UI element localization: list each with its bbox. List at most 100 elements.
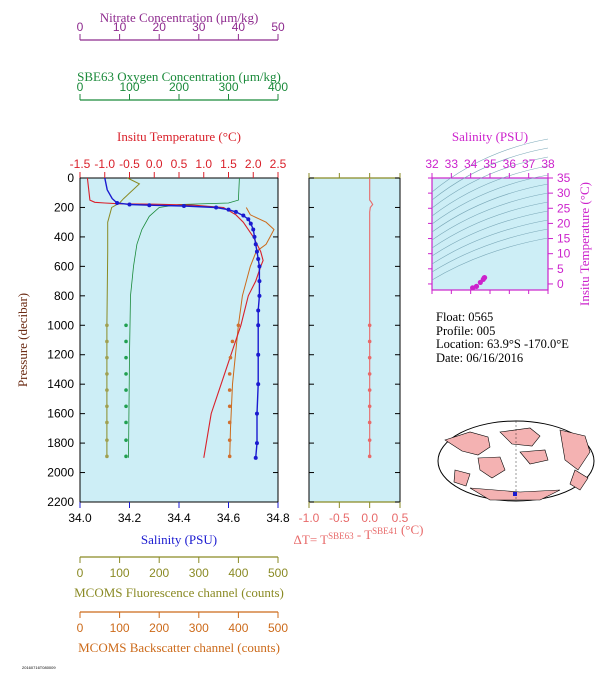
delta-t-point — [367, 355, 372, 360]
pressure-tick-label: 2000 — [47, 466, 74, 480]
float-location-marker — [513, 492, 517, 496]
ts-contour — [431, 156, 549, 209]
profile-number: Profile: 005 — [436, 323, 496, 338]
fluorescence-tick-label: 0 — [77, 566, 84, 580]
ts-x-tick-label: 37 — [522, 157, 536, 171]
ts-x-tick-label: 38 — [541, 157, 555, 171]
salinity-point — [252, 234, 257, 239]
map-landmass — [444, 431, 491, 456]
salinity-point — [256, 257, 261, 261]
delta-t-point — [367, 420, 372, 425]
salinity-point — [257, 279, 262, 284]
fluorescence-tick-label: 300 — [189, 566, 209, 580]
ts-x-tick-label: 34 — [464, 157, 478, 171]
salinity-point — [214, 205, 219, 210]
salinity-point — [226, 207, 231, 212]
fluorescence-line — [106, 177, 141, 458]
pressure-tick-label: 1400 — [47, 377, 74, 391]
oxygen-axis-title: SBE63 Oxygen Concentration (μm/kg) — [77, 69, 281, 84]
date: Date: 06/16/2016 — [436, 350, 524, 365]
delta-t-point — [367, 438, 372, 442]
salinity-point — [254, 249, 259, 254]
delta-t-axis-title: ΔT= TSBE63 - TSBE41 (°C) — [294, 522, 424, 547]
salinity-point — [115, 201, 120, 206]
delta-t-title-part: ΔT= T — [294, 532, 329, 547]
ts-y-tick-label: 0 — [557, 277, 564, 291]
backscatter-tick-label: 500 — [268, 621, 288, 635]
salinity-point — [254, 441, 259, 446]
oxygen-point — [124, 404, 128, 409]
backscatter-point — [227, 372, 232, 376]
temperature-tick-label: 2.5 — [270, 157, 287, 171]
nitrate-tick-label: 30 — [192, 20, 206, 34]
ts-point — [481, 274, 488, 281]
temperature-tick-label: -1.5 — [70, 157, 91, 171]
salinity-point — [256, 382, 261, 387]
salinity-point — [257, 293, 262, 298]
ts-contour — [431, 192, 549, 241]
delta-t-title-part: - T — [354, 527, 373, 542]
ts-contour — [431, 237, 549, 281]
backscatter-point — [227, 388, 232, 392]
fluorescence-point — [105, 323, 109, 328]
map-landmass — [453, 469, 471, 487]
salinity-tick-label: 34.8 — [266, 511, 290, 525]
location: Location: 63.9°S -170.0°E — [436, 337, 569, 351]
pressure-tick-label: 200 — [54, 200, 74, 214]
fluorescence-point — [105, 454, 109, 459]
fluorescence-point — [105, 404, 109, 409]
salinity-point — [256, 323, 261, 328]
ts-density-contours — [431, 138, 549, 281]
delta-t-tick-label: 0.0 — [361, 511, 378, 525]
salinity-point — [253, 242, 258, 247]
salinity-axis-title: Salinity (PSU) — [141, 532, 217, 547]
salinity-tick-label: 34.6 — [217, 511, 241, 525]
oxygen-point — [124, 339, 128, 344]
location-map — [437, 420, 595, 502]
oxygen-point — [124, 372, 128, 376]
ts-y-tick-label: 20 — [557, 216, 571, 230]
oxygen-tick-label: 300 — [218, 80, 238, 94]
ts-contour — [431, 183, 549, 233]
backscatter-point — [228, 355, 233, 360]
salinity-point — [241, 213, 246, 218]
delta-t-point — [367, 454, 372, 459]
delta-t-tick-label: 0.5 — [392, 511, 409, 525]
salinity-point — [248, 221, 253, 226]
footer-stamp: 20160716T080009 — [22, 665, 56, 670]
fluorescence-point — [105, 438, 109, 442]
fluorescence-tick-label: 200 — [149, 566, 169, 580]
delta-t-plot-area — [308, 177, 401, 503]
salinity-point — [256, 308, 261, 313]
pressure-tick-label: 1800 — [47, 436, 74, 450]
oxygen-point — [124, 454, 128, 459]
salinity-point — [246, 217, 251, 222]
map-landmass — [559, 429, 591, 471]
ts-plot-area — [431, 177, 549, 291]
float-info: Float: 0565 Profile: 005 Location: 63.9°… — [436, 310, 569, 365]
salinity-tick-label: 34.0 — [68, 511, 92, 525]
backscatter-point — [227, 438, 232, 442]
ts-y-tick-label: 25 — [557, 201, 571, 215]
delta-t-tick-label: -1.0 — [299, 511, 320, 525]
ts-contour — [431, 138, 549, 193]
ts-contour — [431, 201, 549, 249]
ts-x-axis-title: Salinity (PSU) — [452, 129, 528, 144]
ts-y-tick-label: 35 — [557, 171, 571, 185]
ts-contour — [431, 228, 549, 273]
nitrate-tick-label: 10 — [113, 20, 127, 34]
ts-x-tick-label: 33 — [445, 157, 459, 171]
ts-y-tick-label: 5 — [557, 262, 564, 276]
salinity-point — [127, 202, 132, 207]
oxygen-tick-label: 0 — [77, 80, 84, 94]
map-landmass — [477, 456, 506, 479]
oxygen-point — [124, 420, 128, 425]
delta-t-point — [367, 323, 372, 328]
ts-contour — [431, 174, 549, 225]
pressure-tick-label: 1600 — [47, 407, 74, 421]
backscatter-axis-title: MCOMS Backscatter channel (counts) — [78, 640, 280, 655]
fluorescence-tick-label: 400 — [228, 566, 248, 580]
oxygen-tick-label: 400 — [268, 80, 288, 94]
pressure-tick-label: 1200 — [47, 348, 74, 362]
